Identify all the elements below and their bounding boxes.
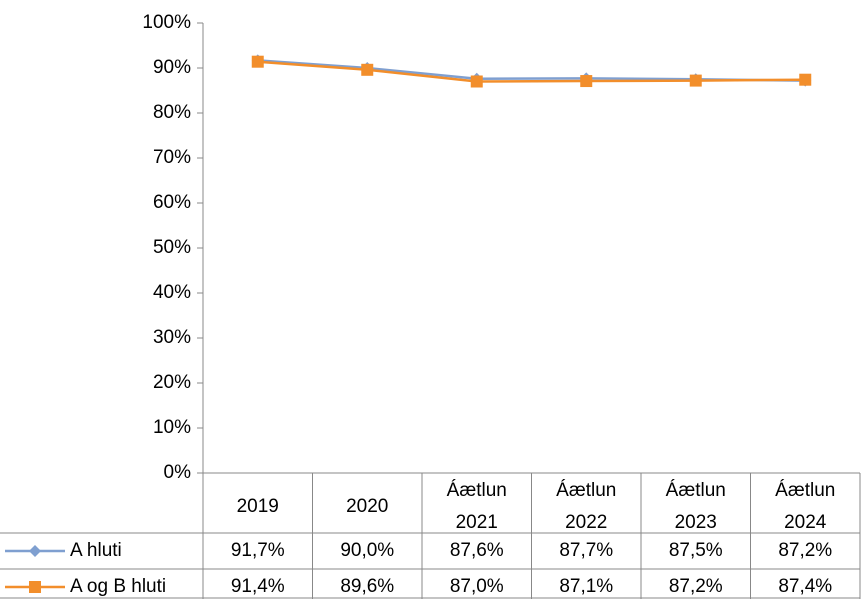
table-value: 87,6% [450, 540, 504, 561]
y-tick-label: 20% [153, 372, 191, 393]
y-tick-label: 10% [153, 417, 191, 438]
table-value: 91,7% [231, 540, 285, 561]
x-tick-label: Áætlun 2022 [556, 480, 617, 533]
x-tick-label: Áætlun 2021 [446, 480, 507, 533]
y-tick-label: 50% [153, 237, 191, 258]
data-point [361, 63, 374, 76]
legend-marker [29, 581, 41, 593]
data-point [689, 74, 702, 87]
series-line [257, 59, 806, 82]
y-tick-label: 90% [153, 57, 191, 78]
legend-marker [29, 545, 41, 557]
y-tick-label: 70% [153, 147, 191, 168]
y-tick-label: 80% [153, 102, 191, 123]
table-value: 87,2% [778, 540, 832, 561]
y-tick-label: 40% [153, 282, 191, 303]
y-tick-label: 0% [164, 462, 192, 483]
x-tick-label: Áætlun 2024 [775, 480, 836, 533]
table-value: 89,6% [340, 576, 394, 597]
y-tick-label: 30% [153, 327, 191, 348]
data-point [251, 55, 264, 68]
y-tick-label: 100% [142, 12, 191, 33]
y-tick-label: 60% [153, 192, 191, 213]
data-point [580, 75, 593, 88]
legend-label: A og B hluti [70, 576, 166, 597]
table-value: 87,7% [559, 540, 613, 561]
table-value: 90,0% [340, 540, 394, 561]
series-line [257, 60, 806, 83]
table-value: 87,1% [559, 576, 613, 597]
table-value: 87,5% [669, 540, 723, 561]
x-tick-label: 2020 [346, 496, 389, 517]
table-value: 87,2% [669, 576, 723, 597]
table-value: 91,4% [231, 576, 285, 597]
legend-label: A hluti [70, 540, 122, 561]
data-point [799, 73, 812, 86]
x-tick-label: Áætlun 2023 [665, 480, 726, 533]
table-value: 87,0% [450, 576, 504, 597]
data-point [470, 75, 483, 88]
table-value: 87,4% [778, 576, 832, 597]
x-tick-label: 2019 [236, 496, 279, 517]
